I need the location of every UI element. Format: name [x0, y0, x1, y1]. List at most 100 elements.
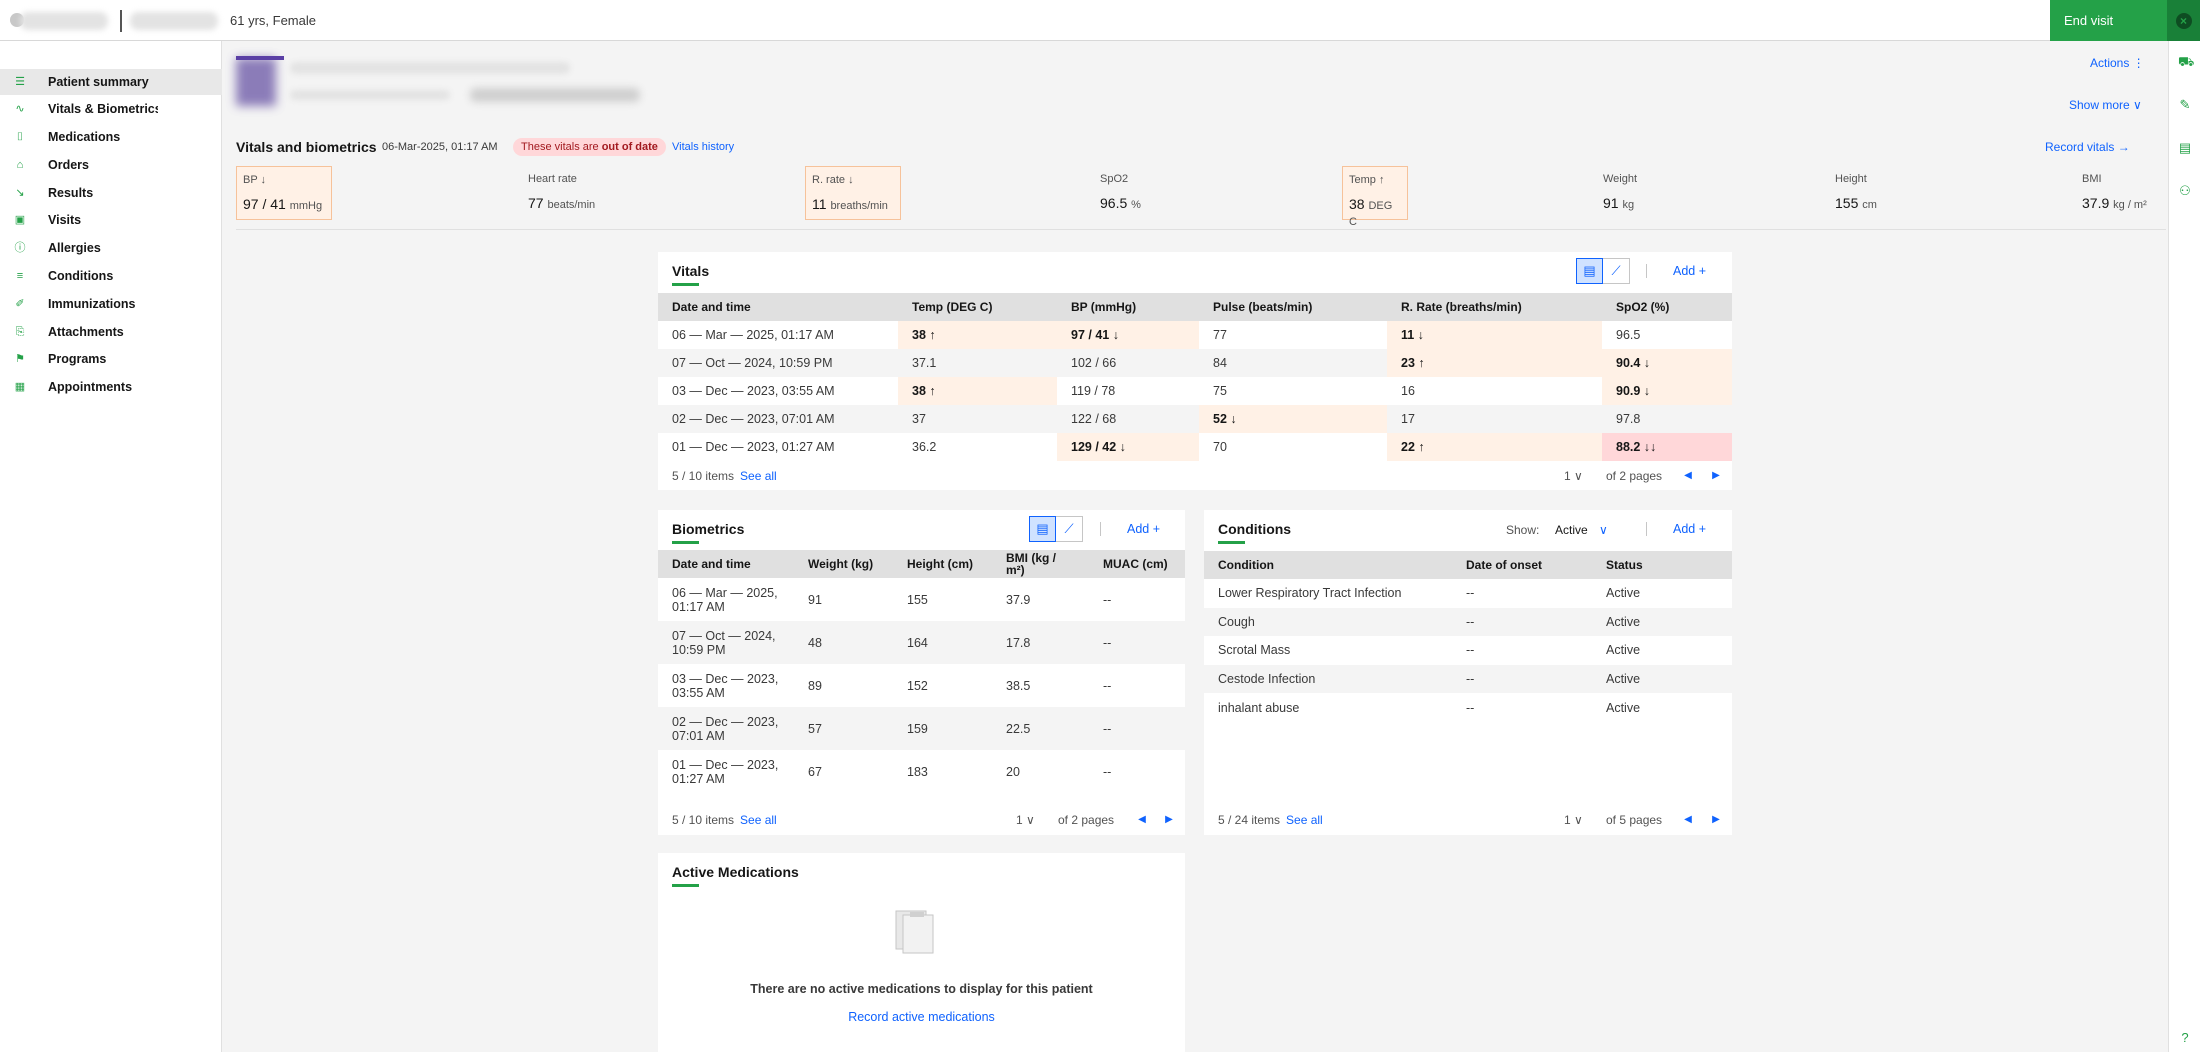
prev-page-icon[interactable]: ◀ — [1138, 814, 1146, 825]
column-header[interactable]: SpO2 (%) — [1602, 293, 1732, 321]
column-header[interactable]: MUAC (cm) — [1089, 550, 1185, 578]
table-cell: 152 — [893, 664, 992, 707]
patient-avatar — [236, 58, 276, 106]
table-row: Cough -- Active — [1204, 607, 1732, 637]
vital-label: Heart rate — [528, 173, 577, 185]
sidebar-item-allergies[interactable]: ⓘ Allergies — [0, 235, 222, 261]
column-header[interactable]: Date and time — [658, 550, 794, 578]
users-icon[interactable]: ⚇ — [2179, 183, 2191, 198]
sidebar-item-programs[interactable]: ⚑ Programs — [0, 346, 222, 372]
column-header[interactable]: Weight (kg) — [794, 550, 893, 578]
page-select[interactable]: 1 ∨ — [1016, 813, 1035, 827]
biometrics-table: Date and time Weight (kg) Height (cm) BMI (… — [658, 550, 1185, 793]
table-cell: 37.1 — [898, 349, 1057, 377]
nav-icon: ∿ — [15, 103, 25, 115]
cart-icon[interactable]: ⛟ — [2178, 54, 2195, 69]
column-header[interactable]: Status — [1592, 551, 1732, 579]
next-page-icon[interactable]: ▶ — [1165, 814, 1173, 825]
sidebar-item-orders[interactable]: ⌂ Orders — [0, 152, 222, 178]
end-visit-button[interactable]: End visit — [2050, 0, 2167, 41]
see-all-link[interactable]: See all — [740, 813, 777, 827]
table-cell: 84 — [1199, 349, 1387, 377]
conditions-pagination: 5 / 24 items See all 1 ∨ of 5 pages ◀ ▶ — [1204, 806, 1732, 834]
table-cell: 03 — Dec — 2023, 03:55 AM — [658, 377, 898, 405]
help-icon[interactable]: ? — [2181, 1030, 2189, 1045]
page-select[interactable]: 1 ∨ — [1564, 469, 1583, 483]
sidebar-item-immunizations[interactable]: ✐ Immunizations — [0, 291, 222, 317]
record-active-medications-link[interactable]: Record active medications — [848, 1010, 995, 1024]
sidebar-item-conditions[interactable]: ≡ Conditions — [0, 263, 222, 289]
chart-view-icon[interactable]: ⟋ — [1056, 516, 1083, 542]
column-header[interactable]: Height (cm) — [893, 550, 992, 578]
sidebar-item-label: Results — [48, 186, 94, 200]
vital-value: 155 — [1835, 195, 1859, 211]
status-filter-dropdown[interactable]: Active ∨ — [1555, 523, 1608, 537]
column-header[interactable]: Condition — [1204, 551, 1452, 579]
record-vitals-link[interactable]: Record vitals → — [2045, 140, 2130, 154]
table-cell: 07 — Oct — 2024, 10:59 PM — [658, 349, 898, 377]
redacted-banner-line — [290, 62, 570, 74]
column-header[interactable]: R. Rate (breaths/min) — [1387, 293, 1602, 321]
tag-prefix: These vitals are — [521, 141, 602, 153]
next-page-icon[interactable]: ▶ — [1712, 470, 1720, 481]
table-cell: Scrotal Mass — [1204, 636, 1452, 665]
vital-reading: 37.9 kg / m² — [2082, 195, 2160, 211]
table-row: inhalant abuse -- Active — [1204, 693, 1732, 722]
nav-icon: ⌷ — [16, 131, 24, 143]
end-visit-close-button[interactable]: × — [2167, 0, 2200, 41]
sidebar-item-results[interactable]: ↘ Results — [0, 180, 222, 206]
card-title: Conditions — [1218, 521, 1292, 537]
column-header[interactable]: BP (mmHg) — [1057, 293, 1199, 321]
table-cell: Cestode Infection — [1204, 664, 1452, 694]
see-all-link[interactable]: See all — [1286, 813, 1323, 827]
card-title-underline — [672, 884, 699, 887]
page-select[interactable]: 1 ∨ — [1564, 813, 1583, 827]
prev-page-icon[interactable]: ◀ — [1684, 814, 1692, 825]
item-count: 5 / 10 items See all — [672, 469, 777, 483]
add-vitals-button[interactable]: Add + — [1673, 264, 1707, 278]
table-cell: -- — [1089, 578, 1185, 621]
actions-menu[interactable]: Actions ⋮ — [2090, 56, 2145, 70]
vitals-history-link[interactable]: Vitals history — [672, 141, 735, 153]
column-header[interactable]: Pulse (beats/min) — [1199, 293, 1387, 321]
table-cell: 22 ↑ — [1387, 433, 1602, 461]
table-row: 02 — Dec — 2023, 07:01 AM 57 159 22.5 -- — [658, 707, 1185, 750]
sidebar-item-medications[interactable]: ⌷ Medications — [0, 124, 222, 150]
see-all-link[interactable]: See all — [740, 469, 777, 483]
prev-page-icon[interactable]: ◀ — [1684, 470, 1692, 481]
column-header[interactable]: Date and time — [658, 293, 898, 321]
chart-view-icon[interactable]: ⟋ — [1603, 258, 1630, 284]
show-filter-label: Show: — [1506, 523, 1540, 537]
pen-icon[interactable]: ✎ — [2179, 97, 2191, 112]
table-cell: 20 — [992, 750, 1089, 793]
table-cell: 155 — [893, 578, 992, 621]
vital-tile: BMI 37.9 kg / m² — [2076, 166, 2166, 220]
table-cell: Active — [1592, 636, 1732, 665]
table-row: 02 — Dec — 2023, 07:01 AM 37 122 / 68 52 ↓ 1… — [658, 405, 1732, 433]
vital-label: Weight — [1603, 173, 1638, 185]
next-page-icon[interactable]: ▶ — [1712, 814, 1720, 825]
sidebar-item-vitals-biometrics[interactable]: ∿ Vitals & Biometrics — [0, 96, 222, 122]
page-total: of 5 pages — [1606, 813, 1663, 827]
active-medications-card: Active Medications There are no active m… — [658, 853, 1185, 1052]
table-cell: 38 ↑ — [898, 321, 1057, 349]
vital-reading: 11 breaths/min — [812, 196, 894, 212]
nav-icon: ≡ — [16, 270, 24, 282]
table-view-icon[interactable]: ▤ — [1029, 516, 1056, 542]
sidebar-item-patient-summary[interactable]: ☰ Patient summary — [0, 69, 222, 95]
sidebar-item-appointments[interactable]: ▦ Appointments — [0, 374, 222, 400]
sidebar-item-visits[interactable]: ▣ Visits — [0, 207, 222, 233]
add-biometrics-button[interactable]: Add + — [1127, 522, 1161, 536]
column-header[interactable]: Date of onset — [1452, 551, 1592, 579]
out-of-date-tag: These vitals are out of date — [513, 138, 666, 156]
view-toggle: ▤ ⟋ — [1576, 258, 1630, 284]
sidebar-item-attachments[interactable]: ⎘ Attachments — [0, 319, 222, 345]
column-header[interactable]: Temp (DEG C) — [898, 293, 1057, 321]
show-more-button[interactable]: Show more ∨ — [2069, 98, 2142, 112]
column-header[interactable]: BMI (kg / m²) — [992, 550, 1089, 578]
table-cell: 17.8 — [992, 621, 1089, 664]
table-view-icon[interactable]: ▤ — [1576, 258, 1603, 284]
add-condition-button[interactable]: Add + — [1673, 522, 1707, 536]
document-icon[interactable]: ▤ — [2178, 140, 2192, 155]
page-number: 1 — [1016, 813, 1023, 827]
